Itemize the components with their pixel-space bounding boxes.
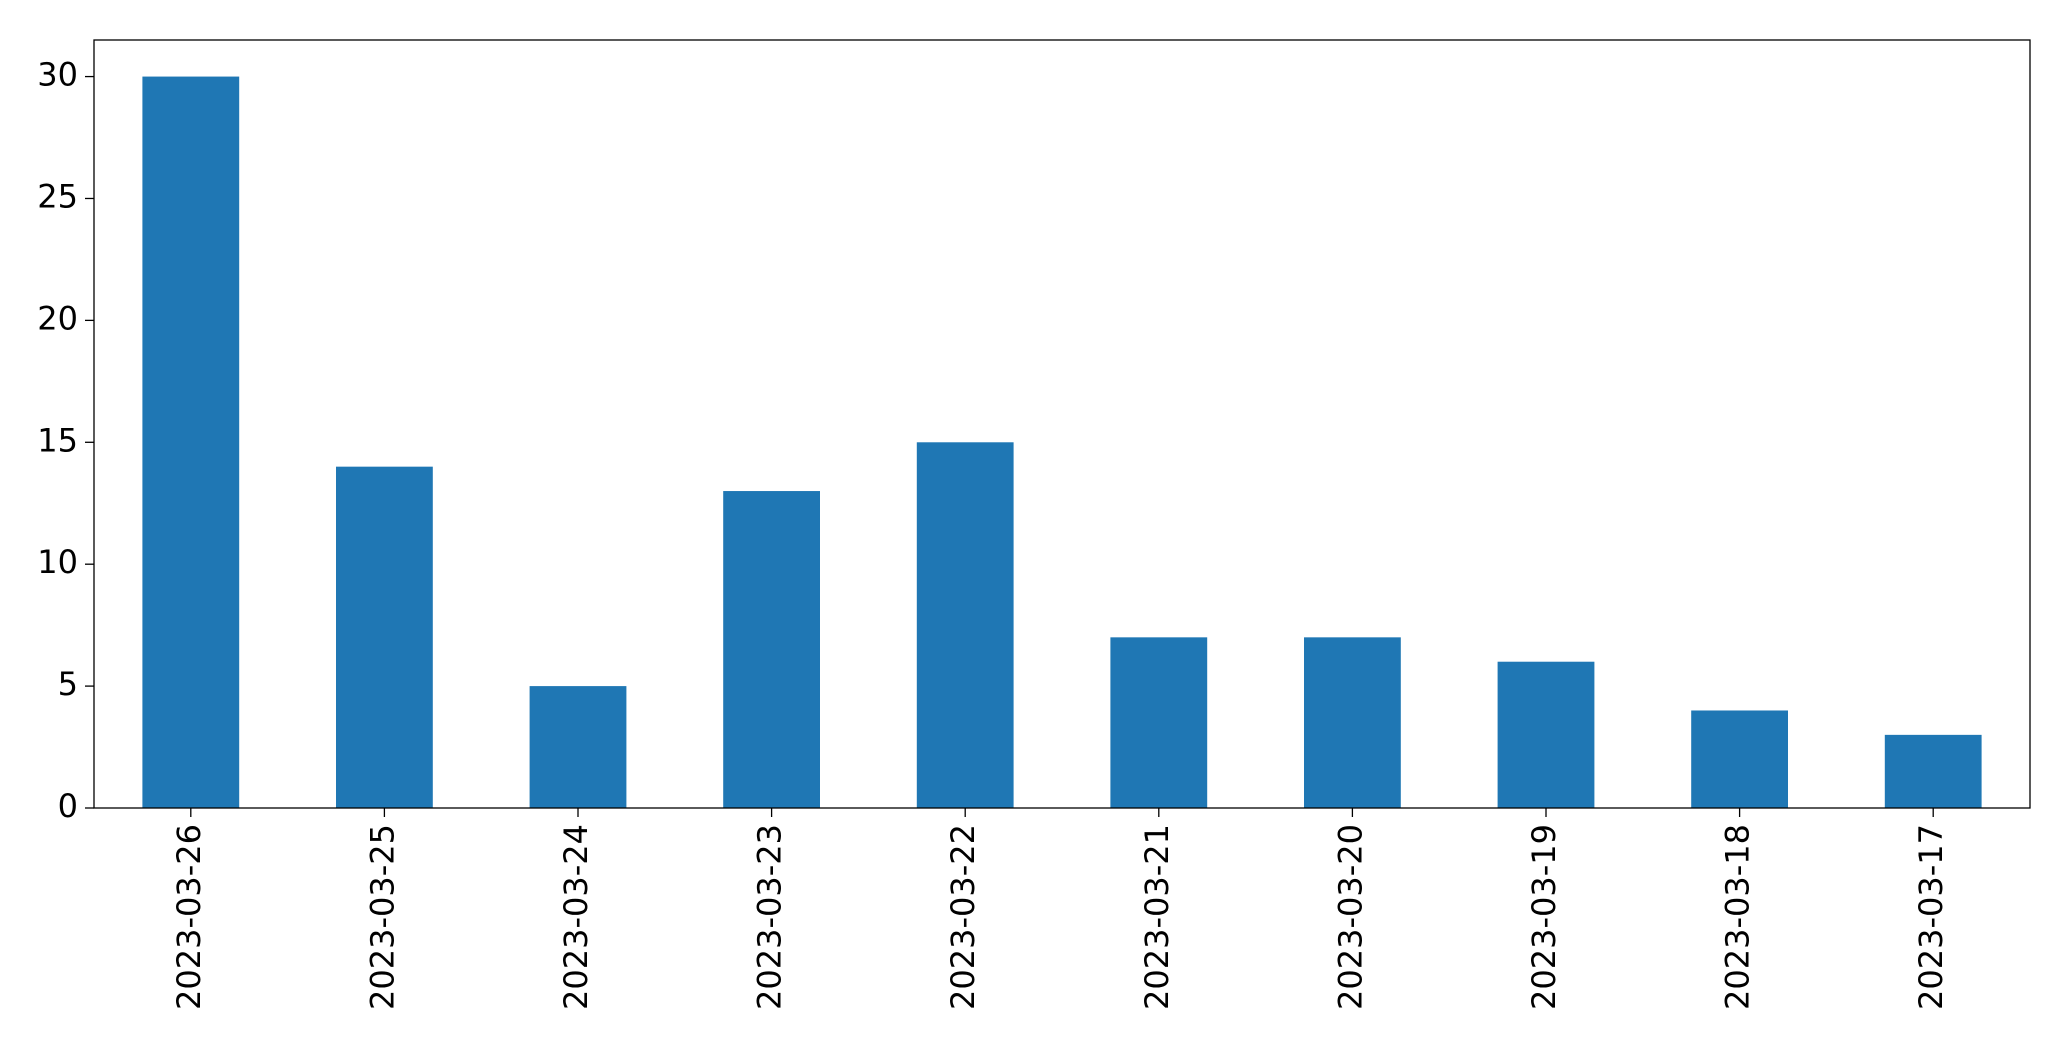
y-tick-label: 25 bbox=[37, 177, 78, 215]
y-tick-label: 15 bbox=[37, 421, 78, 459]
bar bbox=[916, 442, 1014, 808]
bar bbox=[142, 76, 240, 809]
x-tick-label: 2023-03-25 bbox=[363, 824, 401, 1010]
y-tick-label: 5 bbox=[58, 665, 78, 703]
y-tick-label: 0 bbox=[58, 787, 78, 825]
x-tick-label: 2023-03-23 bbox=[751, 824, 789, 1010]
bar bbox=[1304, 637, 1401, 808]
y-tick-label: 30 bbox=[37, 56, 78, 94]
y-tick-label: 20 bbox=[37, 299, 78, 337]
bar bbox=[1110, 637, 1208, 808]
bar bbox=[1497, 661, 1595, 808]
bar bbox=[336, 466, 433, 808]
x-tick-label: 2023-03-24 bbox=[557, 824, 595, 1010]
bar bbox=[1691, 710, 1788, 808]
bar bbox=[723, 491, 820, 808]
x-tick-label: 2023-03-18 bbox=[1719, 824, 1757, 1010]
x-tick-label: 2023-03-19 bbox=[1525, 824, 1563, 1010]
y-tick-label: 10 bbox=[37, 543, 78, 581]
x-tick-label: 2023-03-26 bbox=[170, 824, 208, 1010]
x-tick-label: 2023-03-21 bbox=[1138, 824, 1176, 1010]
x-tick-label: 2023-03-20 bbox=[1331, 824, 1369, 1010]
x-tick-label: 2023-03-17 bbox=[1912, 824, 1950, 1010]
bar bbox=[1884, 734, 1982, 808]
plot-frame bbox=[93, 39, 2031, 809]
bar bbox=[529, 686, 627, 808]
x-tick-label: 2023-03-22 bbox=[944, 824, 982, 1010]
